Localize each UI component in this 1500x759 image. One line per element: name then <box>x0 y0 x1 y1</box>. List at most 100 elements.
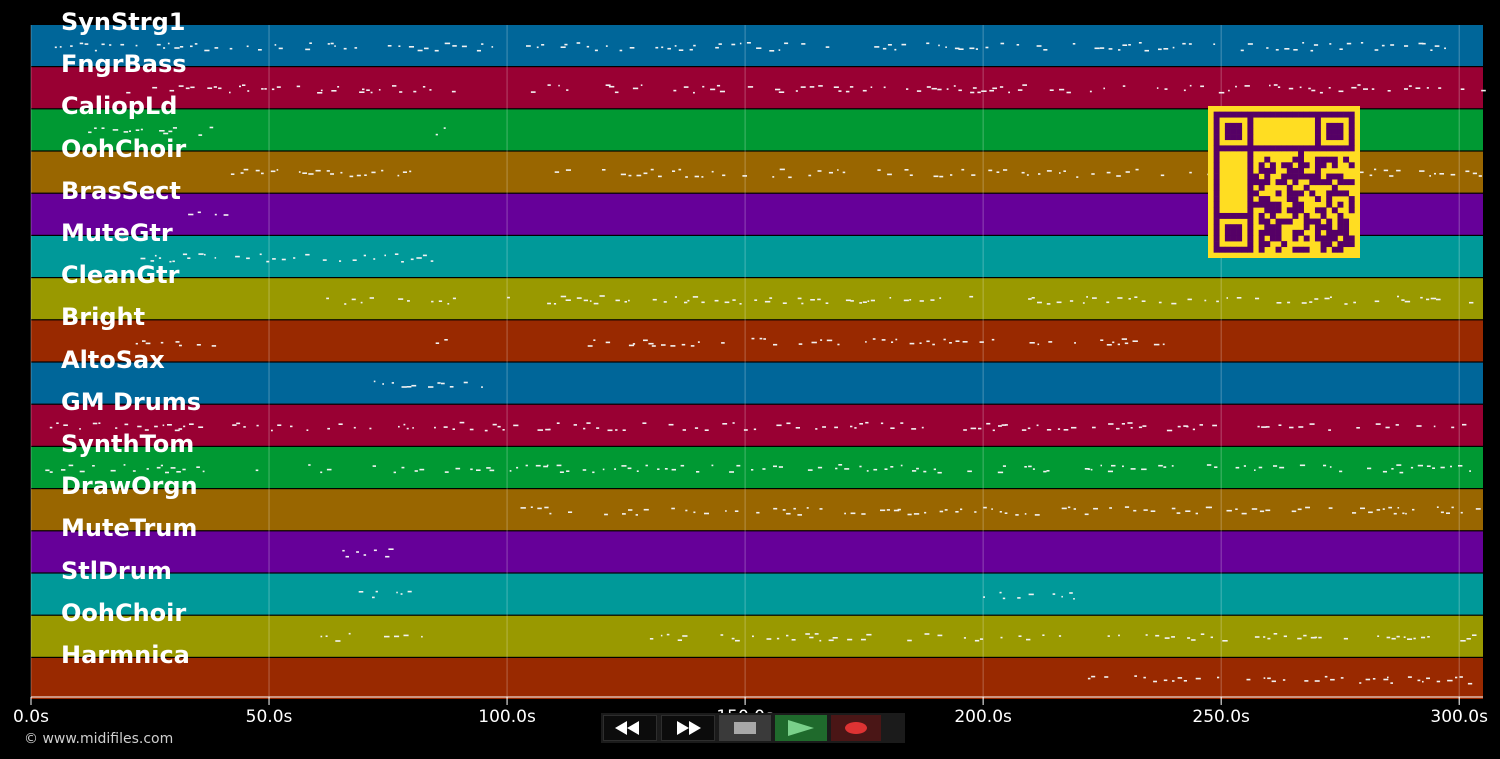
note-mark <box>403 634 409 637</box>
note-mark <box>305 48 311 51</box>
note-mark <box>554 171 560 173</box>
note-mark <box>991 338 995 341</box>
note-mark <box>213 86 217 88</box>
note-mark <box>621 465 627 467</box>
note-mark <box>735 639 740 642</box>
note-mark <box>451 90 456 93</box>
qr-module <box>1269 111 1276 118</box>
note-mark <box>1265 509 1271 512</box>
note-mark <box>1235 85 1237 88</box>
qr-module <box>1213 218 1220 225</box>
track-lane <box>31 658 1483 699</box>
note-mark <box>769 297 773 299</box>
note-mark <box>1005 424 1008 426</box>
note-mark <box>302 172 307 174</box>
note-mark <box>373 549 377 552</box>
note-mark <box>384 254 386 257</box>
note-mark <box>817 466 823 469</box>
note-mark <box>444 339 448 341</box>
note-mark <box>513 424 519 427</box>
note-mark <box>962 341 968 343</box>
note-mark <box>1121 423 1125 425</box>
note-mark <box>363 254 366 257</box>
note-mark <box>1391 637 1396 640</box>
note-mark <box>1084 513 1089 516</box>
qr-module <box>1331 156 1338 163</box>
note-mark <box>1447 679 1453 682</box>
note-mark <box>1124 506 1130 508</box>
qr-module <box>1230 122 1237 129</box>
note-mark <box>160 341 164 344</box>
note-mark <box>960 508 963 511</box>
note-mark <box>607 429 613 432</box>
note-mark <box>739 303 742 305</box>
note-mark <box>1460 511 1463 514</box>
stop-button[interactable] <box>719 715 771 741</box>
qr-module <box>1236 128 1243 135</box>
note-mark <box>242 84 246 86</box>
qr-module <box>1213 190 1220 197</box>
note-mark <box>714 299 719 302</box>
note-mark <box>1132 340 1138 342</box>
fast-forward-button[interactable] <box>661 715 715 741</box>
track-label: OohChoir <box>61 598 187 627</box>
qr-module <box>1292 111 1299 118</box>
qr-module <box>1303 145 1310 152</box>
note-mark <box>788 176 792 179</box>
qr-module <box>1213 117 1220 124</box>
note-mark <box>981 90 987 92</box>
note-mark <box>424 47 429 50</box>
note-mark <box>535 464 541 467</box>
note-mark <box>1141 300 1146 302</box>
note-mark <box>1343 637 1348 640</box>
qr-module <box>1337 229 1344 236</box>
qr-module <box>1309 145 1316 152</box>
qr-module <box>1247 156 1254 163</box>
qr-module <box>1247 145 1254 152</box>
note-mark <box>447 303 450 305</box>
qr-module <box>1230 212 1237 219</box>
note-mark <box>422 254 427 257</box>
note-mark <box>1450 173 1456 176</box>
record-button[interactable] <box>831 715 881 741</box>
note-mark <box>261 172 264 175</box>
note-mark <box>296 85 301 88</box>
note-mark <box>955 340 960 342</box>
play-button[interactable] <box>775 715 827 741</box>
note-mark <box>162 424 165 427</box>
qr-module <box>1298 145 1304 152</box>
note-mark <box>1390 682 1393 684</box>
note-mark <box>814 633 819 635</box>
note-mark <box>1059 88 1065 91</box>
qr-module <box>1275 190 1282 197</box>
note-mark <box>491 46 494 48</box>
qr-module <box>1326 134 1333 141</box>
note-mark <box>1004 512 1008 514</box>
note-mark <box>1222 640 1228 642</box>
note-mark <box>954 47 960 50</box>
note-mark <box>1138 42 1142 44</box>
note-mark <box>1407 676 1412 678</box>
note-mark <box>906 88 909 90</box>
note-mark <box>1162 343 1165 346</box>
note-mark <box>1481 89 1486 92</box>
note-mark <box>1134 675 1137 677</box>
note-mark <box>1433 425 1436 428</box>
note-mark <box>1451 426 1455 429</box>
note-mark <box>1059 172 1061 174</box>
qr-module <box>1247 196 1254 202</box>
note-mark <box>667 47 671 50</box>
qr-module <box>1247 134 1254 141</box>
note-mark <box>666 633 670 636</box>
note-mark <box>881 339 886 341</box>
note-mark <box>930 299 935 301</box>
note-mark <box>1459 676 1463 678</box>
rewind-button[interactable] <box>603 715 657 741</box>
note-mark <box>1254 636 1260 638</box>
note-mark <box>165 471 169 474</box>
note-mark <box>1124 342 1129 345</box>
note-mark <box>419 468 425 471</box>
note-mark <box>1216 300 1219 303</box>
note-mark <box>1261 426 1267 428</box>
note-mark <box>274 44 277 46</box>
